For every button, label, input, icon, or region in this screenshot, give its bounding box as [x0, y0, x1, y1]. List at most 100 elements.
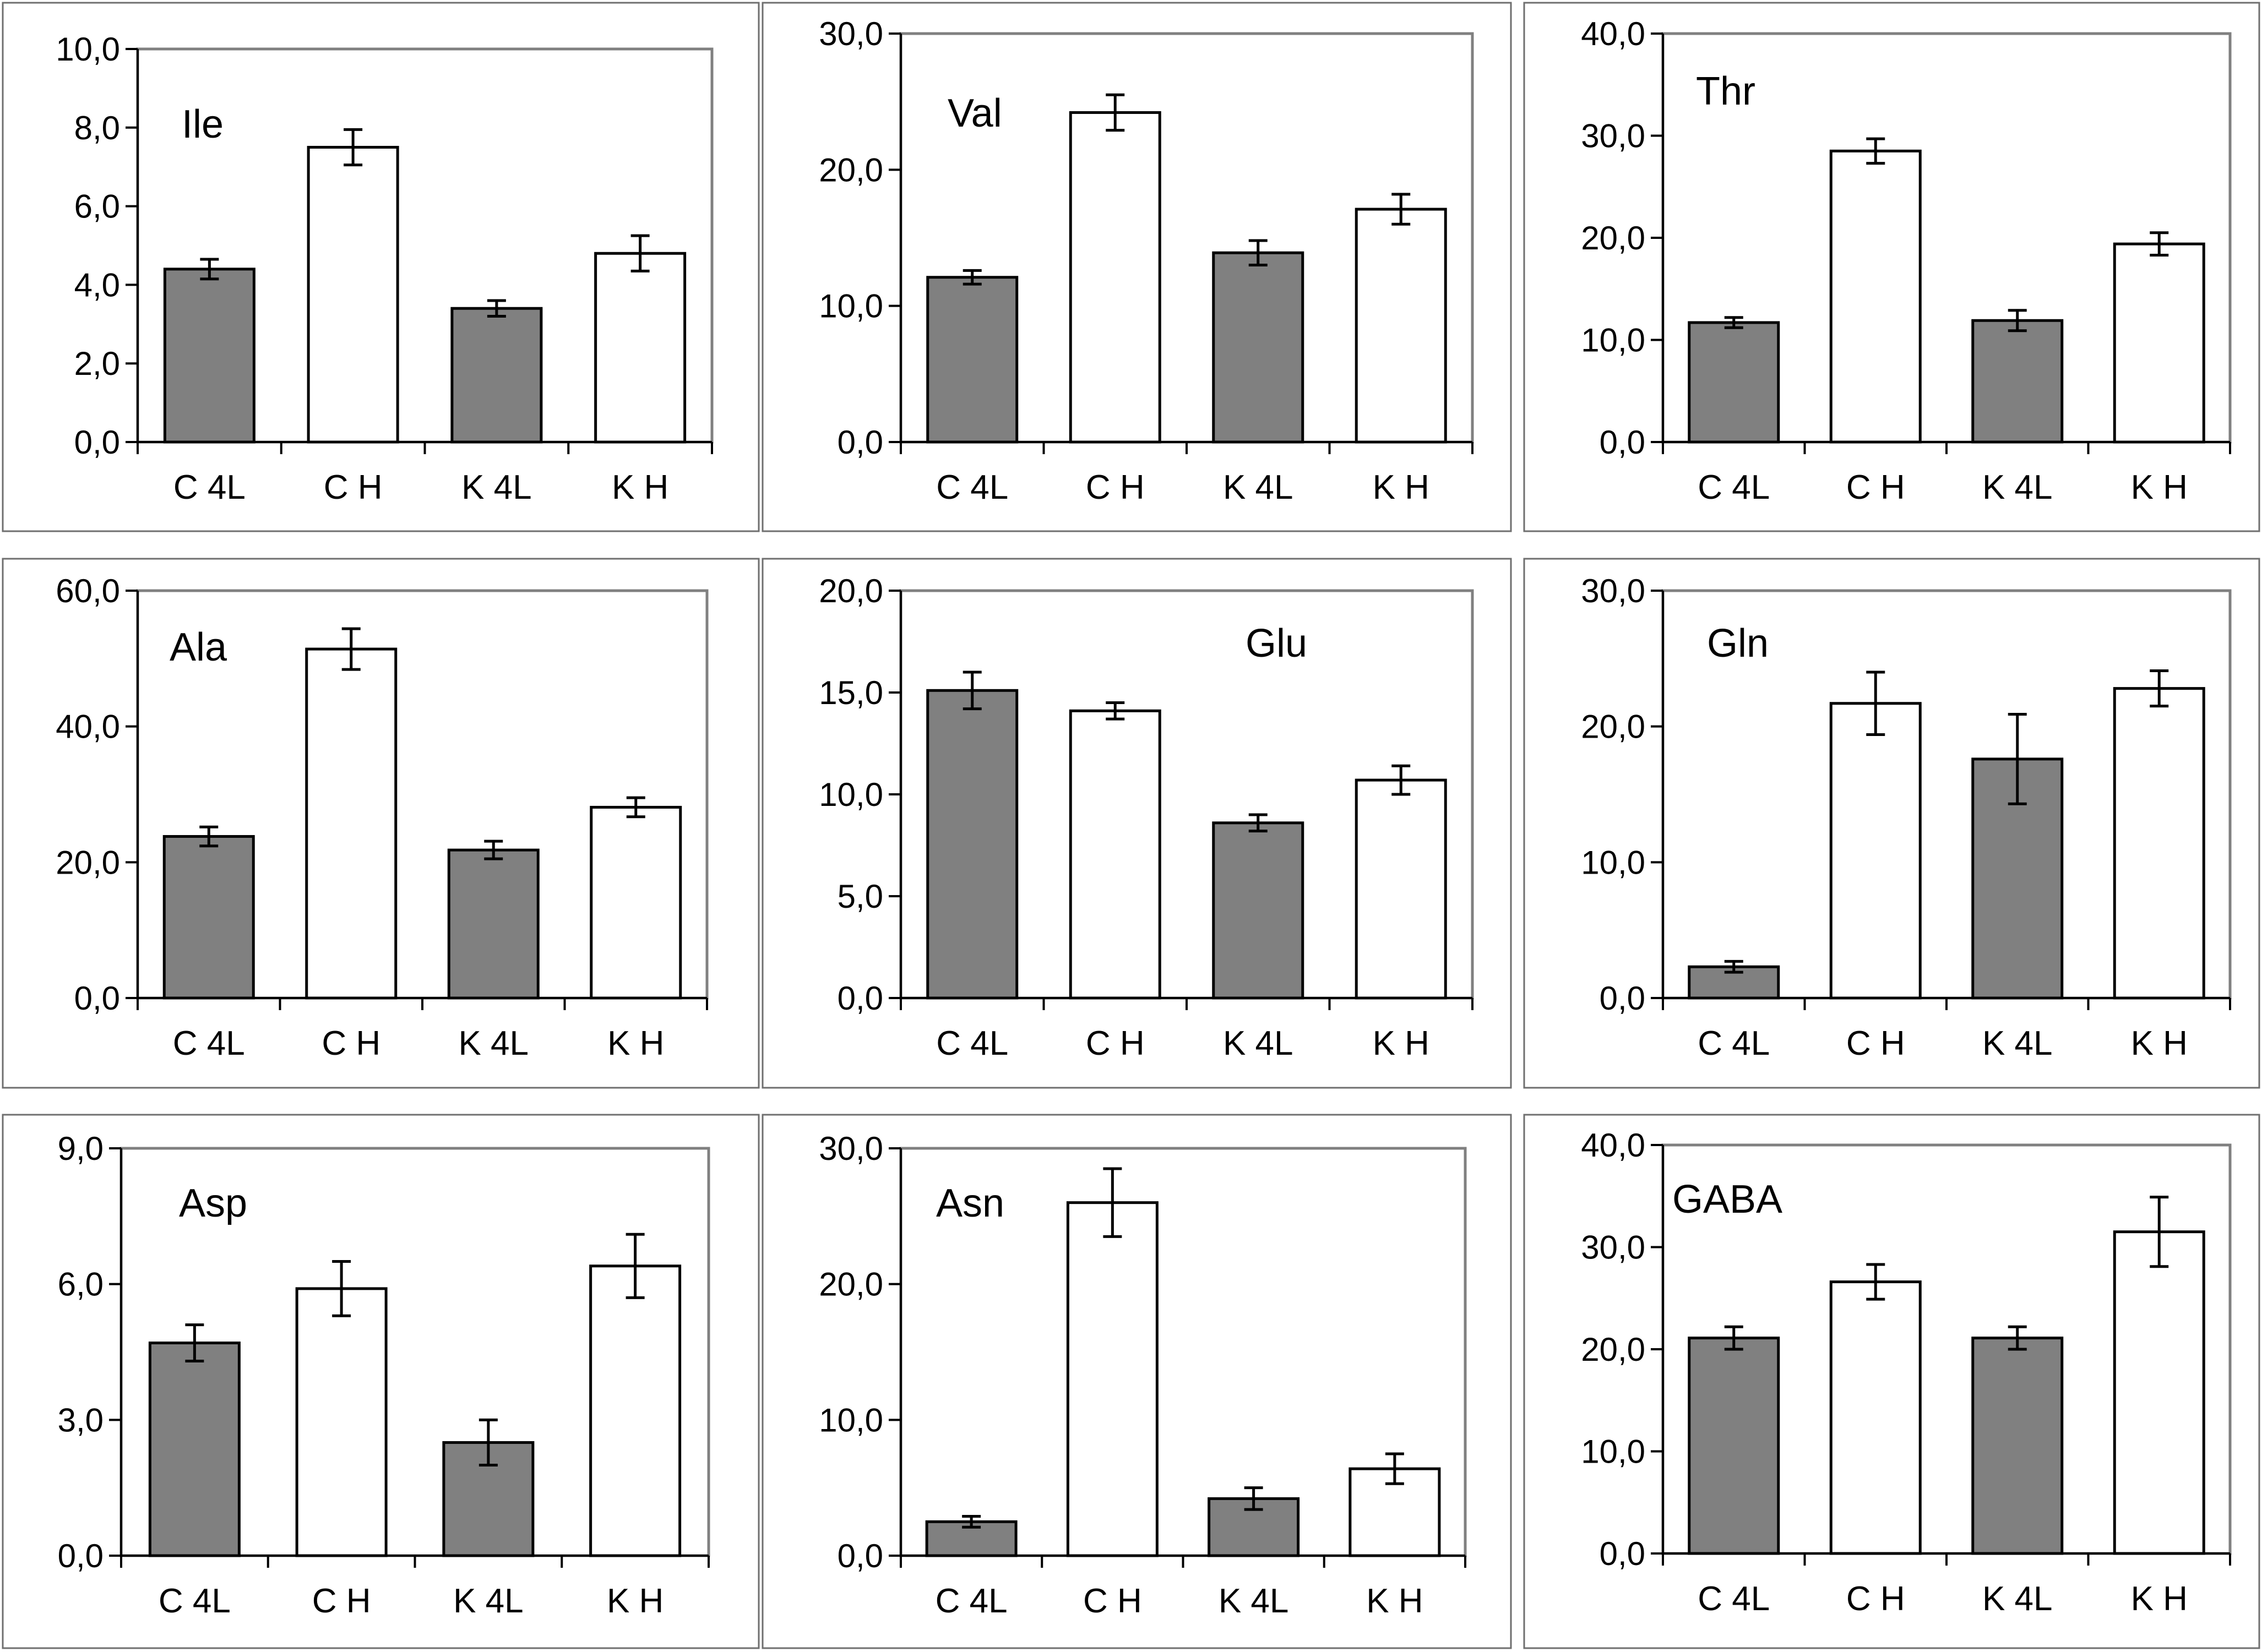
- error-bar: [962, 1514, 981, 1529]
- y-tick-label: 0,0: [74, 980, 120, 1017]
- x-tick-label: C H: [312, 1582, 371, 1620]
- error-bar: [1866, 137, 1885, 165]
- error-bar: [963, 670, 982, 711]
- chart-panel-ala: 0,0 20,0 40,0 60,0 C 4L C H K 4L K H Ala: [2, 558, 760, 1089]
- x-tick-label: K H: [2131, 468, 2188, 506]
- x-tick-label: K H: [1373, 468, 1429, 506]
- y-tick-label: 10,0: [1581, 322, 1645, 359]
- bar-c-4l: [926, 276, 1019, 444]
- x-tick-label: K 4L: [453, 1582, 524, 1620]
- chart-panel-gln: 0,0 10,0 20,0 30,0 C 4L C H K 4L K H Gln: [1523, 558, 2260, 1089]
- y-tick-label: 20,0: [1581, 220, 1645, 257]
- y-tick-label: 0,0: [838, 424, 883, 461]
- error-bar: [1103, 1167, 1122, 1238]
- x-tick-label: C H: [324, 468, 383, 506]
- x-tick-label: C H: [1086, 1024, 1145, 1062]
- bar-c-4l: [926, 689, 1019, 1000]
- error-bar: [185, 1323, 204, 1362]
- y-tick-label: 30,0: [819, 15, 883, 52]
- y-tick-label: 3,0: [58, 1402, 104, 1438]
- error-bar: [1724, 1325, 1743, 1351]
- error-bar: [1866, 1263, 1885, 1301]
- bar-c-h: [1069, 111, 1161, 444]
- error-bar: [963, 269, 982, 286]
- chart-panel-gaba: 0,0 10,0 20,0 30,0 40,0 C 4L C H K 4L K H GABA: [1523, 1114, 2260, 1649]
- bar-c-h: [295, 1287, 388, 1557]
- x-tick-label: C 4L: [1698, 468, 1770, 506]
- error-bar: [1248, 239, 1268, 266]
- x-tick-label: K 4L: [1982, 468, 2053, 506]
- bar-k-4l: [1971, 1337, 2064, 1555]
- bar-k-h: [590, 805, 682, 1000]
- x-tick-label: C 4L: [173, 468, 246, 506]
- y-tick-label: 0,0: [1600, 1535, 1645, 1572]
- y-tick-label: 10,0: [56, 31, 120, 68]
- y-tick-label: 10,0: [1581, 1433, 1645, 1470]
- x-tick-label: K 4L: [458, 1024, 529, 1062]
- chart-panel-asn: 0,0 10,0 20,0 30,0 C 4L C H K 4L K H Asn: [762, 1114, 1512, 1649]
- bar-k-4l: [450, 307, 543, 444]
- chart-title: Asn: [936, 1181, 1004, 1225]
- chart-title: Ala: [170, 625, 227, 669]
- y-tick-label: 9,0: [58, 1130, 104, 1167]
- bar-c-h: [1829, 1280, 1922, 1555]
- error-bar: [199, 825, 219, 848]
- bar-c-4l: [162, 835, 255, 1000]
- bar-c-4l: [1688, 321, 1780, 444]
- y-tick-label: 5,0: [838, 878, 883, 915]
- error-bar: [2008, 1325, 2027, 1351]
- x-tick-label: K 4L: [1223, 468, 1293, 506]
- y-tick-label: 0,0: [838, 1537, 883, 1574]
- bar-c-h: [307, 146, 399, 444]
- y-tick-label: 0,0: [1600, 980, 1645, 1017]
- x-tick-label: K H: [2131, 1024, 2188, 1062]
- error-bar: [2150, 1196, 2169, 1268]
- x-tick-label: K 4L: [1223, 1024, 1293, 1062]
- x-tick-label: K 4L: [1982, 1580, 2053, 1618]
- y-tick-label: 30,0: [819, 1130, 883, 1167]
- error-bar: [479, 1418, 498, 1467]
- y-tick-label: 30,0: [1581, 1229, 1645, 1266]
- y-tick-label: 0,0: [1600, 424, 1645, 461]
- error-bar: [1385, 1452, 1404, 1485]
- y-tick-label: 6,0: [58, 1266, 104, 1303]
- chart-panel-thr: 0,0 10,0 20,0 30,0 40,0 C 4L C H K 4L K H Thr: [1523, 2, 2260, 532]
- y-tick-label: 0,0: [58, 1537, 104, 1574]
- error-bar: [2150, 231, 2169, 257]
- error-bar: [626, 1233, 645, 1299]
- x-tick-label: C 4L: [936, 468, 1008, 506]
- x-tick-label: K H: [612, 468, 668, 506]
- bar-k-h: [1355, 778, 1447, 1000]
- error-bar: [2150, 669, 2169, 708]
- y-tick-label: 4,0: [74, 266, 120, 303]
- bar-c-h: [305, 647, 398, 1000]
- x-tick-label: C H: [1846, 1024, 1905, 1062]
- error-bar: [484, 839, 503, 860]
- x-tick-label: C H: [1846, 468, 1905, 506]
- error-bar: [2008, 712, 2027, 805]
- chart-title: Asp: [179, 1181, 247, 1225]
- y-tick-label: 60,0: [56, 573, 120, 609]
- error-bar: [1724, 959, 1743, 974]
- error-bar: [1866, 670, 1885, 736]
- error-bar: [1724, 316, 1743, 329]
- bar-k-h: [2113, 687, 2205, 1000]
- bar-c-4l: [148, 1342, 241, 1557]
- bar-c-h: [1829, 702, 1922, 1000]
- x-tick-label: K 4L: [1982, 1024, 2053, 1062]
- x-tick-label: K H: [607, 1024, 664, 1062]
- bar-c-h: [1069, 709, 1161, 1000]
- x-tick-label: K 4L: [461, 468, 532, 506]
- x-tick-label: K H: [2131, 1580, 2188, 1618]
- bar-c-h: [1829, 149, 1922, 444]
- chart-title: Gln: [1707, 621, 1769, 666]
- error-bar: [1106, 93, 1125, 132]
- y-tick-label: 40,0: [56, 708, 120, 745]
- y-tick-label: 20,0: [819, 1266, 883, 1303]
- x-tick-label: C 4L: [1698, 1580, 1770, 1618]
- y-tick-label: 20,0: [819, 151, 883, 188]
- y-tick-label: 20,0: [819, 573, 883, 609]
- bar-k-4l: [1212, 251, 1304, 444]
- x-tick-label: C 4L: [159, 1582, 231, 1620]
